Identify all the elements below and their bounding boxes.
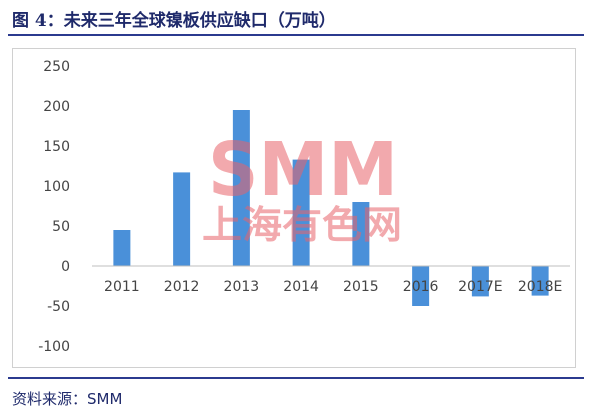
y-tick-label: 50 [52, 219, 70, 235]
bar-2017E [471, 266, 489, 297]
x-tick-label: 2016 [403, 279, 439, 295]
bar-2018E [531, 266, 549, 296]
bar-2014 [292, 159, 310, 266]
x-tick-label: 2017E [458, 279, 502, 295]
watermark-text: 上海有色网 [202, 203, 402, 247]
bar-2015 [352, 202, 370, 266]
y-tick-label: -50 [47, 299, 70, 315]
y-tick-label: 150 [43, 139, 70, 155]
source-note: 资料来源：SMM [12, 390, 123, 408]
x-axis-ticks: 2011 2012 2013 2014 2015 2016 2017E 2018E [104, 279, 562, 295]
y-tick-label: -100 [38, 339, 70, 355]
smm-watermark: SMM 上海有色网 [202, 127, 402, 247]
source-divider [8, 377, 584, 379]
x-tick-label: 2012 [164, 279, 200, 295]
y-tick-label: 250 [43, 59, 70, 75]
watermark-logo: SMM [208, 127, 398, 213]
y-tick-label: 100 [43, 179, 70, 195]
x-tick-label: 2018E [518, 279, 562, 295]
plot-frame [12, 48, 576, 368]
bar-2012 [173, 172, 191, 266]
title-divider [8, 34, 584, 36]
x-tick-label: 2015 [343, 279, 379, 295]
bar-2016 [412, 266, 430, 306]
y-tick-label: 200 [43, 99, 70, 115]
bars [113, 110, 549, 306]
y-axis-ticks: 250 200 150 100 50 0 -50 -100 [38, 59, 70, 355]
bar-2013 [232, 110, 250, 266]
figure-title: 图 4：未来三年全球镍板供应缺口（万吨） [12, 11, 336, 31]
x-tick-label: 2013 [224, 279, 260, 295]
x-tick-label: 2011 [104, 279, 140, 295]
x-tick-label: 2014 [283, 279, 319, 295]
bar-2011 [113, 230, 131, 266]
y-tick-label: 0 [61, 259, 70, 275]
